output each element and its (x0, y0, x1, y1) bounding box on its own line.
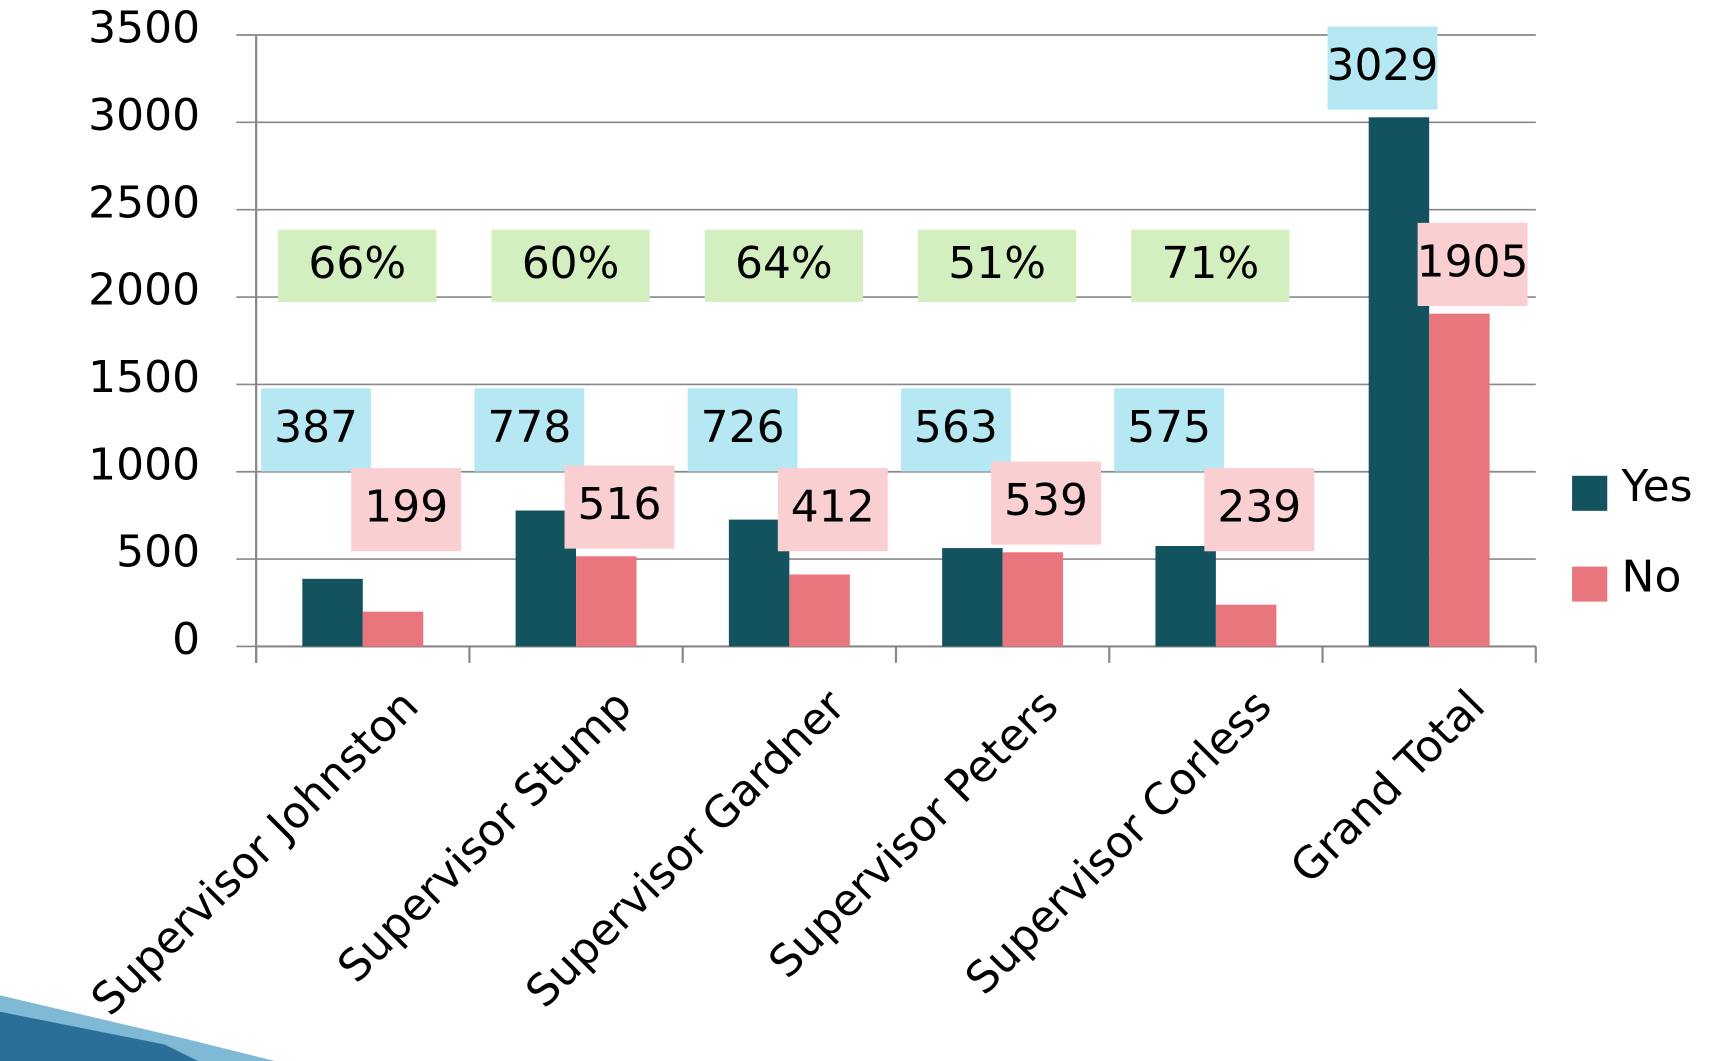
data-label: 387 (274, 402, 358, 453)
data-label: 575 (1127, 402, 1211, 453)
data-label: 516 (578, 479, 662, 530)
data-label: 3029 (1326, 40, 1438, 91)
label-box (1327, 26, 1438, 110)
y-tick-label: 3500 (88, 3, 200, 54)
annotation: 64% (735, 238, 833, 289)
legend-label: No (1622, 552, 1682, 603)
bar (789, 574, 850, 647)
data-label: 1905 (1417, 236, 1529, 287)
y-tick-label: 3000 (88, 90, 200, 141)
data-label: 778 (487, 402, 571, 453)
y-tick-label: 1500 (88, 352, 200, 403)
y-tick-label: 500 (116, 527, 200, 578)
data-label: 726 (701, 402, 785, 453)
label-box (564, 465, 675, 549)
data-label: 539 (1004, 475, 1088, 526)
y-tick-label: 1000 (88, 439, 200, 490)
bar (302, 578, 363, 647)
annotation-box (704, 229, 863, 302)
label-box (687, 388, 798, 472)
label-box (474, 388, 585, 472)
label-box (777, 468, 888, 552)
bar (1002, 552, 1064, 647)
legend-label: Yes (1621, 461, 1693, 512)
decoration (0, 1011, 198, 1061)
label-box (1204, 468, 1315, 552)
label-box (900, 388, 1011, 472)
data-label: 563 (914, 402, 998, 453)
annotation-box (278, 229, 437, 302)
y-tick-label: 2000 (88, 265, 200, 316)
bar (1155, 545, 1216, 647)
annotation-box (491, 229, 650, 302)
annotation: 60% (522, 238, 620, 289)
label-box (351, 468, 462, 552)
bar (1215, 604, 1277, 647)
bar (1368, 117, 1430, 647)
annotation: 71% (1162, 238, 1260, 289)
annotation: 66% (308, 238, 406, 289)
y-tick-label: 2500 (88, 177, 200, 228)
bar (942, 548, 1003, 647)
label-box (1114, 388, 1225, 472)
bar (362, 611, 424, 647)
data-label: 199 (364, 482, 448, 533)
bar (576, 556, 637, 647)
data-label: 239 (1217, 482, 1301, 533)
label-box (261, 388, 372, 472)
label-box (991, 461, 1102, 545)
legend-swatch (1572, 566, 1608, 602)
bar (1429, 313, 1490, 647)
annotation-box (917, 229, 1077, 302)
data-label: 412 (791, 482, 875, 533)
annotation: 51% (948, 238, 1046, 289)
label-box (1417, 222, 1528, 306)
annotation-box (1131, 229, 1290, 302)
y-tick-label: 0 (172, 614, 200, 665)
x-tick-label: Grand Total (1281, 680, 1495, 893)
legend-swatch (1572, 475, 1608, 511)
